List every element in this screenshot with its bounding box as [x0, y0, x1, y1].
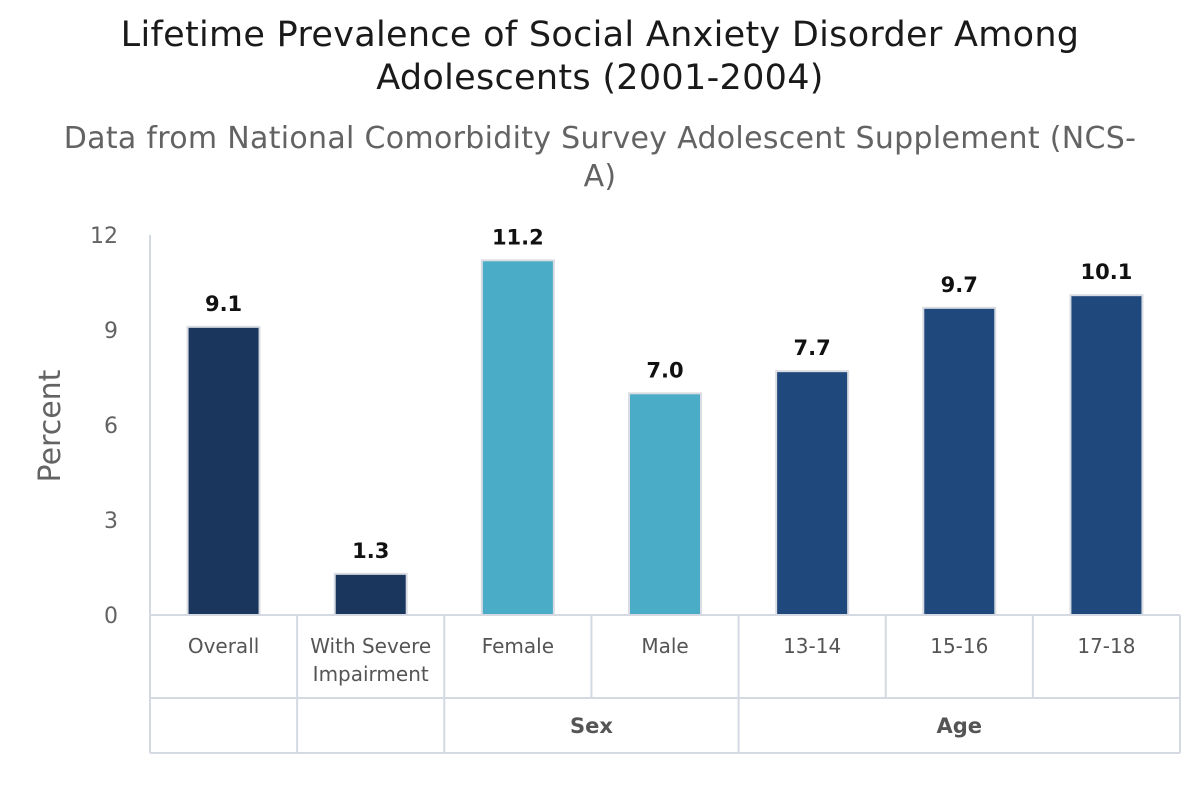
bar — [628, 392, 702, 617]
x-tick-label: With Severe — [310, 634, 431, 658]
x-tick-label: Overall — [188, 634, 259, 658]
bar — [186, 325, 261, 616]
y-tick-label: 9 — [104, 319, 118, 344]
y-tick-label: 12 — [90, 224, 118, 249]
x-tick-label: 17-18 — [1077, 634, 1135, 658]
group-label: Age — [937, 714, 983, 738]
y-tick-label: 0 — [104, 604, 118, 629]
data-label: 9.1 — [205, 292, 242, 316]
data-label: 7.7 — [794, 336, 831, 360]
x-tick-label: Female — [482, 634, 554, 658]
bar — [480, 259, 555, 616]
y-tick-label: 3 — [104, 509, 118, 534]
data-label: 11.2 — [492, 225, 544, 249]
data-label: 9.7 — [941, 273, 978, 297]
y-axis-label: Percent — [33, 369, 68, 482]
x-tick-label: 15-16 — [930, 634, 988, 658]
data-label: 1.3 — [352, 539, 389, 563]
bar — [922, 306, 997, 616]
x-tick-label: Impairment — [313, 662, 429, 686]
chart-subtitle: Data from National Comorbidity Survey Ad… — [63, 121, 1137, 194]
x-tick-label: Male — [641, 634, 688, 658]
data-label: 7.0 — [646, 358, 683, 382]
group-label: Sex — [570, 714, 613, 738]
bar — [1069, 294, 1144, 616]
data-label: 10.1 — [1081, 260, 1133, 284]
chart-title: Lifetime Prevalence of Social Anxiety Di… — [120, 15, 1080, 98]
y-tick-label: 6 — [104, 414, 118, 439]
bar — [775, 370, 850, 616]
bar — [333, 572, 408, 616]
x-tick-label: 13-14 — [783, 634, 841, 658]
